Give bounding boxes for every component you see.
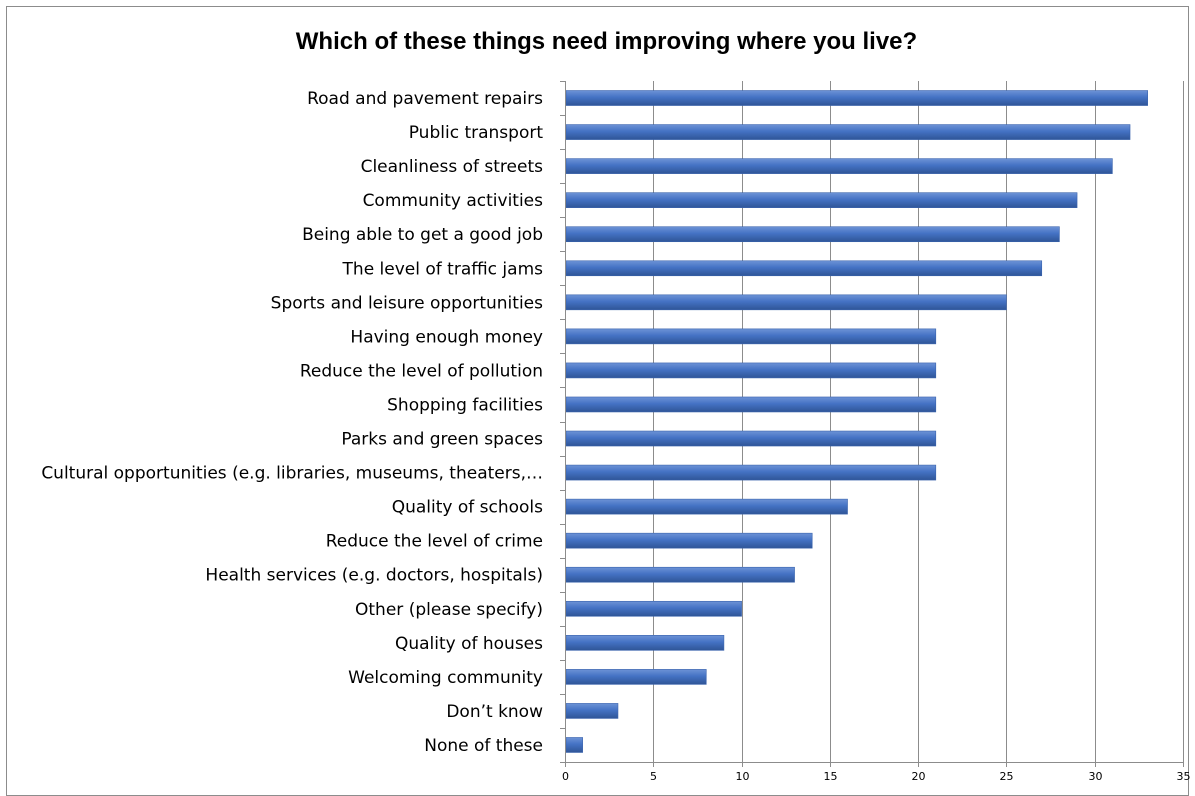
- category-label-12: Cultural opportunities (e.g. libraries, …: [41, 464, 543, 484]
- x-tick-label-15: 15: [824, 770, 838, 783]
- category-label-5: Being able to get a good job: [302, 225, 543, 245]
- bars: [565, 90, 1148, 753]
- bar-8: [565, 328, 937, 345]
- x-tick-label-25: 25: [1000, 770, 1014, 783]
- x-tick-label-5: 5: [650, 770, 657, 783]
- category-label-8: Having enough money: [350, 327, 543, 347]
- bar-10: [565, 396, 937, 413]
- category-label-11: Parks and green spaces: [341, 430, 543, 450]
- chart-title: Which of these things need improving whe…: [295, 28, 918, 55]
- category-label-9: Reduce the level of pollution: [300, 361, 543, 381]
- bar-11: [565, 430, 937, 447]
- axes: [560, 81, 1184, 767]
- category-label-10: Shopping facilities: [387, 395, 543, 415]
- category-label-6: The level of traffic jams: [342, 259, 544, 279]
- bar-13: [565, 498, 848, 515]
- category-label-4: Community activities: [363, 191, 544, 211]
- bar-19: [565, 703, 619, 719]
- category-label-3: Cleanliness of streets: [361, 157, 544, 177]
- bar-17: [565, 635, 725, 651]
- category-label-16: Other (please specify): [355, 600, 543, 620]
- bar-6: [565, 260, 1043, 277]
- category-label-19: Don’t know: [446, 702, 543, 722]
- x-tick-label-35: 35: [1177, 770, 1191, 783]
- bar-12: [565, 464, 937, 481]
- category-label-18: Welcoming community: [348, 668, 543, 688]
- category-label-2: Public transport: [409, 123, 544, 143]
- bar-4: [565, 192, 1078, 208]
- category-label-15: Health services (e.g. doctors, hospitals…: [205, 566, 543, 586]
- bar-3: [565, 158, 1113, 174]
- bar-14: [565, 532, 813, 549]
- bar-2: [565, 124, 1131, 140]
- gridlines: [653, 81, 1184, 762]
- category-label-1: Road and pavement repairs: [307, 89, 543, 109]
- category-label-20: None of these: [424, 736, 543, 756]
- bar-16: [565, 600, 742, 617]
- category-label-13: Quality of schools: [392, 498, 543, 518]
- bar-18: [565, 669, 707, 685]
- x-tick-label-0: 0: [562, 770, 569, 783]
- category-label-7: Sports and leisure opportunities: [271, 293, 543, 313]
- bar-15: [565, 566, 795, 583]
- bar-7: [565, 294, 1007, 311]
- category-label-17: Quality of houses: [395, 634, 543, 654]
- x-tick-label-20: 20: [912, 770, 926, 783]
- bar-1: [565, 90, 1148, 106]
- category-label-14: Reduce the level of crime: [326, 532, 543, 552]
- bar-9: [565, 362, 937, 379]
- bar-5: [565, 226, 1060, 243]
- x-tick-label-10: 10: [736, 770, 750, 783]
- x-tick-label-30: 30: [1089, 770, 1103, 783]
- labels: 0 5 10 15 20 25 30 35 Road and pavement repairs P…: [41, 89, 1190, 783]
- bar-20: [565, 737, 583, 753]
